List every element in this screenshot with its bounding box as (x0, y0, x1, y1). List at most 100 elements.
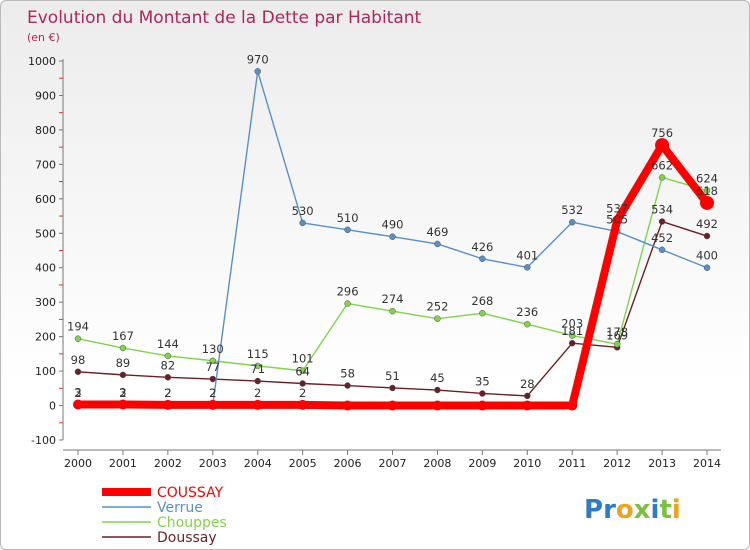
logo-letter: i (651, 495, 660, 525)
x-tick-label: 2006 (334, 457, 362, 470)
data-point-chouppes (74, 335, 82, 342)
data-label-doussay: 98 (71, 353, 86, 367)
data-label-doussay: 534 (651, 203, 673, 217)
data-label-chouppes: 624 (696, 172, 718, 186)
x-tick-label: 2010 (513, 457, 541, 470)
data-point-coussay (73, 399, 83, 410)
logo-text: Proxiti (584, 495, 681, 525)
data-label-chouppes: 194 (67, 320, 89, 334)
data-label-doussay: 492 (696, 217, 718, 231)
logo-letter: o (616, 495, 634, 525)
y-tick-label: 500 (35, 227, 56, 240)
data-label-coussay: 2 (164, 386, 171, 400)
x-tick-label: 2014 (693, 457, 721, 470)
data-point-doussay (74, 368, 82, 376)
data-point-doussay (434, 386, 441, 394)
data-label-doussay: 35 (475, 374, 490, 388)
data-point-doussay (299, 380, 306, 387)
y-tick-label: 0 (49, 400, 56, 413)
data-point-doussay (703, 232, 711, 240)
data-label-doussay: 89 (116, 356, 131, 370)
legend-label-chouppes: Chouppes (157, 515, 227, 531)
data-point-coussay (387, 400, 398, 411)
data-point-coussay (342, 400, 353, 411)
data-point-chouppes (344, 300, 351, 307)
data-label-doussay: 77 (205, 360, 220, 374)
data-label-chouppes: 144 (157, 337, 179, 351)
data-label-chouppes: 101 (292, 352, 314, 366)
data-point-verrue (344, 226, 351, 234)
data-label-verrue: 530 (292, 204, 314, 218)
data-label-coussay: 537 (606, 202, 628, 216)
data-point-doussay (524, 392, 531, 400)
data-point-verrue (299, 219, 306, 227)
data-point-coussay (612, 215, 623, 226)
y-tick-label: 900 (35, 89, 56, 102)
data-label-verrue: 2 (164, 386, 171, 400)
data-point-verrue (479, 255, 486, 263)
data-label-chouppes: 115 (247, 347, 269, 361)
data-point-chouppes (613, 340, 621, 348)
x-tick-label: 2009 (468, 457, 496, 470)
logo-letter: P (584, 495, 603, 525)
data-label-doussay: 51 (385, 369, 400, 383)
data-label-verrue: 970 (247, 52, 269, 66)
data-point-chouppes (524, 320, 531, 328)
legend-label-coussay: COUSSAY (157, 485, 224, 501)
data-point-chouppes (568, 332, 576, 339)
chart-subtitle: (en €) (27, 31, 60, 44)
data-point-doussay (479, 390, 486, 397)
data-label-verrue: 510 (337, 211, 359, 225)
data-point-doussay (254, 377, 261, 385)
data-point-doussay (344, 382, 351, 389)
data-point-chouppes (209, 357, 217, 365)
data-label-chouppes: 167 (112, 329, 134, 343)
data-point-chouppes (658, 174, 666, 181)
data-point-chouppes (119, 344, 127, 352)
data-point-verrue (524, 264, 531, 271)
data-point-coussay (207, 399, 218, 410)
y-tick-label: 700 (35, 158, 56, 171)
data-label-chouppes: 662 (651, 158, 673, 172)
data-label-verrue: 2 (209, 386, 216, 400)
data-label-chouppes: 252 (426, 300, 448, 314)
y-tick-label: 400 (35, 262, 56, 275)
data-label-coussay: 618 (696, 184, 718, 198)
y-tick-label: 600 (35, 193, 56, 206)
data-point-doussay (389, 384, 396, 392)
series-layer (73, 68, 714, 411)
data-point-doussay (658, 218, 666, 225)
data-point-verrue (254, 68, 261, 75)
data-label-coussay: 2 (299, 386, 306, 400)
data-label-doussay: 82 (161, 358, 176, 372)
data-label-doussay: 58 (340, 367, 355, 381)
legend-label-verrue: Verrue (157, 500, 203, 516)
data-label-coussay: 3 (74, 386, 81, 400)
data-point-chouppes (299, 367, 306, 374)
logo-letter: i (672, 495, 681, 525)
data-point-coussay (700, 195, 714, 210)
data-point-verrue (434, 240, 441, 248)
proxiti-logo: Proxiti (584, 495, 681, 525)
data-point-chouppes (389, 307, 396, 315)
x-tick-label: 2013 (648, 457, 676, 470)
legend-label-doussay: Doussay (157, 530, 217, 546)
y-tick-label: 800 (35, 124, 56, 137)
x-tick-label: 2000 (64, 457, 92, 470)
data-point-coussay (297, 399, 308, 410)
data-point-coussay (162, 399, 173, 410)
data-label-chouppes: 236 (516, 305, 538, 319)
data-point-verrue (703, 264, 711, 271)
data-label-verrue: 400 (696, 249, 718, 263)
data-label-chouppes: 130 (202, 342, 224, 356)
data-label-verrue: 532 (561, 203, 583, 217)
data-label-verrue: 426 (471, 240, 493, 254)
y-tick-label: 1000 (28, 55, 56, 68)
data-label-coussay: 2 (209, 386, 216, 400)
x-tick-label: 2002 (154, 457, 182, 470)
data-label-verrue: 490 (382, 218, 404, 232)
logo-letter: r (603, 495, 616, 525)
data-point-doussay (209, 375, 217, 383)
